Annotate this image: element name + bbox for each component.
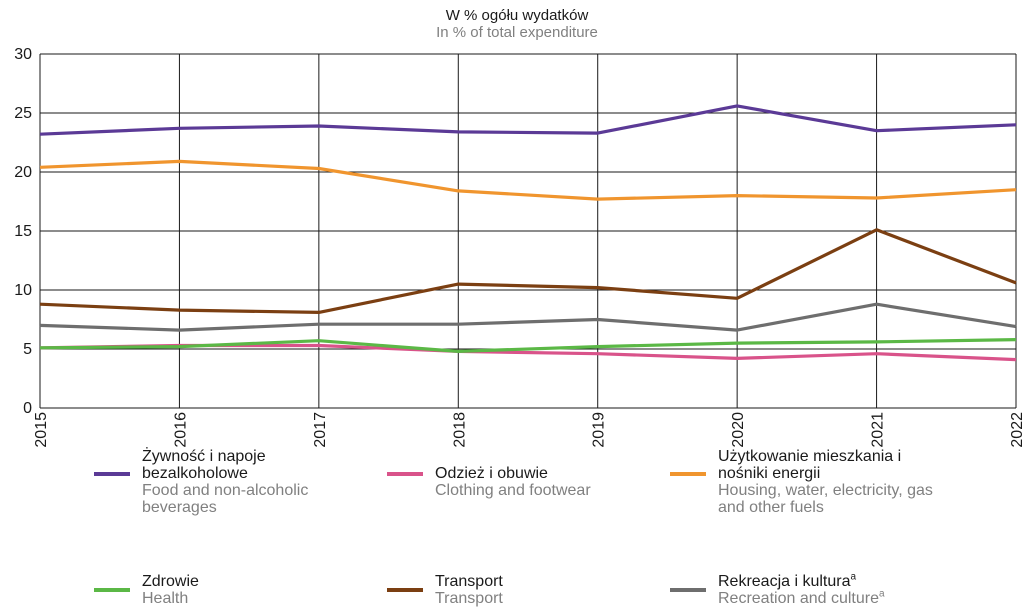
y-tick-label: 10: [14, 282, 32, 299]
y-tick-label: 5: [23, 341, 32, 358]
x-tick-label: 2022: [1009, 412, 1026, 448]
x-tick-label: 2016: [172, 412, 189, 448]
y-tick-label: 20: [14, 164, 32, 181]
series-lines: [39, 104, 1017, 362]
series-line-housing: [39, 159, 1017, 201]
y-tick-label: 0: [23, 400, 32, 417]
x-tick-label: 2017: [312, 412, 329, 448]
x-tick-label: 2021: [870, 412, 887, 448]
grid-lines: [39, 53, 1017, 409]
series-line-food: [39, 104, 1017, 136]
series-line-recreation: [39, 302, 1017, 332]
x-tick-label: 2018: [451, 412, 468, 448]
series-line-health: [39, 338, 1017, 353]
series-line-transport: [39, 228, 1017, 314]
y-tick-label: 30: [14, 46, 32, 63]
y-tick-label: 25: [14, 105, 32, 122]
axes: 0 5 10 15 20 25 30 2015 2016 2017 2018 2019 2020 2021…: [14, 46, 1026, 448]
chart-title: W % ogółu wydatków: [445, 7, 589, 24]
x-tick-label: 2019: [591, 412, 608, 448]
x-tick-label: 2020: [730, 412, 747, 448]
y-tick-label: 15: [14, 223, 32, 240]
x-tick-label: 2015: [33, 412, 50, 448]
chart-subtitle: In % of total expenditure: [436, 24, 598, 41]
